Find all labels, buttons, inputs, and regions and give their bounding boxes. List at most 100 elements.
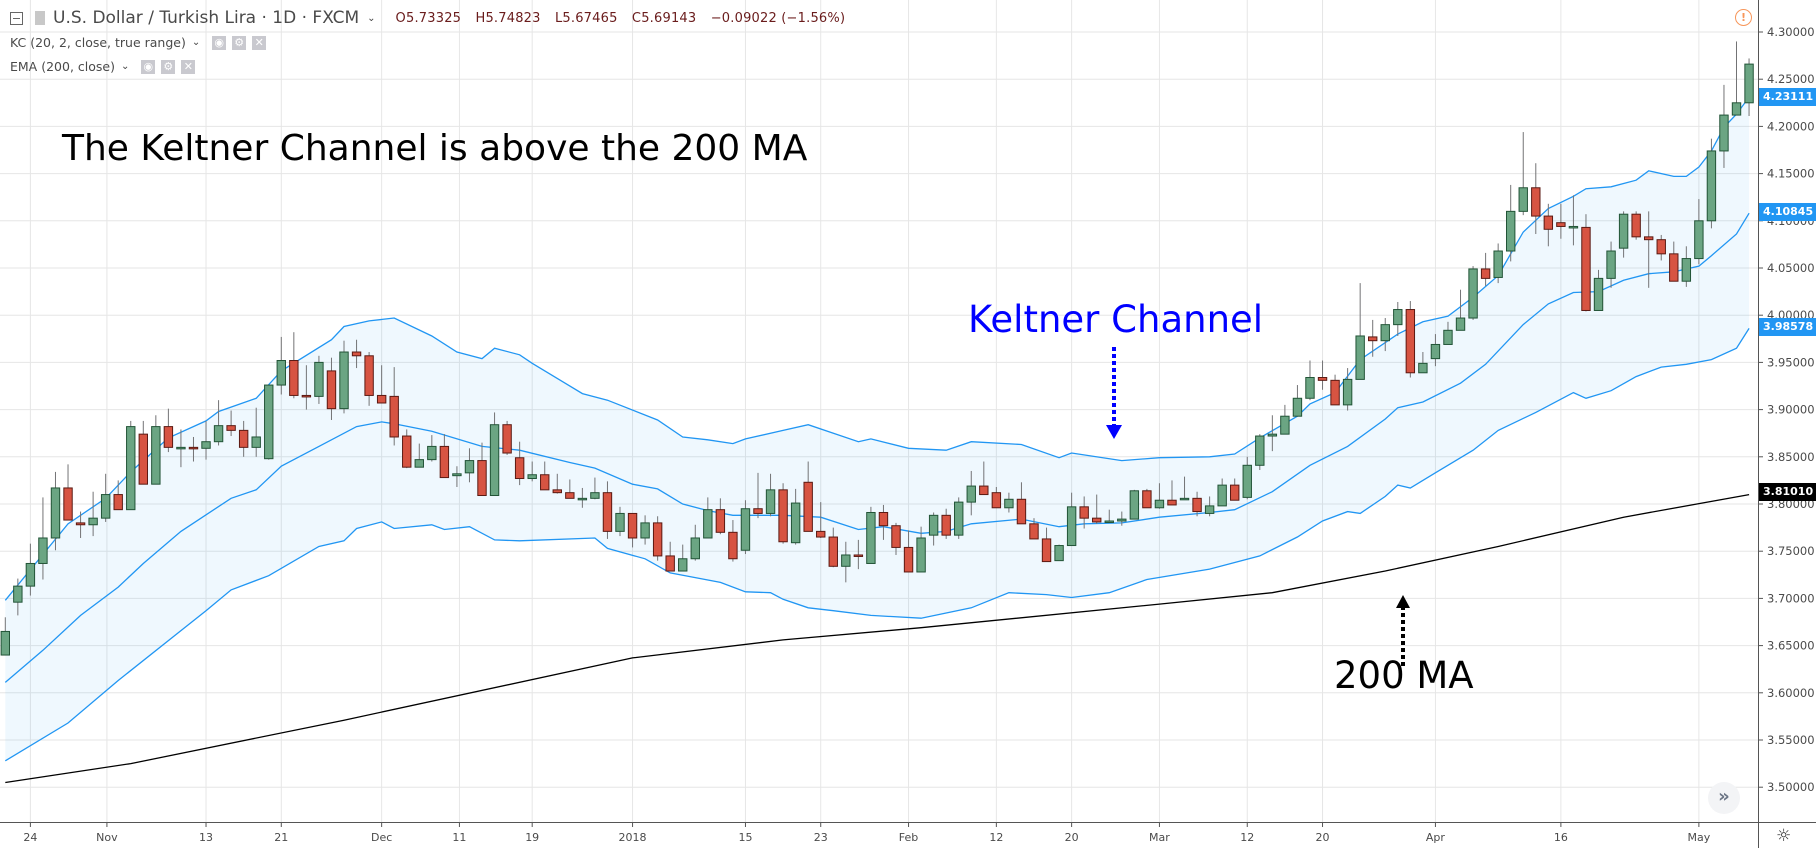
candle-body bbox=[577, 497, 588, 501]
chart-header: U.S. Dollar / Turkish Lira · 1D · FXCM ⌄… bbox=[10, 8, 855, 28]
candle-body bbox=[778, 489, 788, 543]
gear-icon[interactable]: ⚙ bbox=[161, 59, 176, 74]
candle-body bbox=[502, 424, 512, 454]
candle-body bbox=[439, 445, 450, 479]
candle-body bbox=[1556, 222, 1566, 227]
candle-up bbox=[1355, 283, 1365, 380]
candle-down bbox=[1556, 203, 1566, 239]
indicator-legend-ema[interactable]: EMA (200, close) ⌄ ◉ ⚙ ✕ bbox=[10, 59, 196, 74]
keltner-channel-annotation: Keltner Channel bbox=[968, 298, 1264, 341]
candle-up bbox=[703, 497, 713, 539]
candle-body bbox=[565, 492, 575, 499]
annotation-arrows bbox=[1106, 347, 1410, 666]
symbol-title[interactable]: U.S. Dollar / Turkish Lira · 1D · FXCM bbox=[53, 8, 360, 28]
candle-body bbox=[351, 351, 362, 357]
y-tick-label: 3.65000 bbox=[1767, 639, 1815, 653]
gear-icon[interactable]: ☼ bbox=[1776, 826, 1792, 846]
candle-body bbox=[452, 473, 462, 477]
candle-body bbox=[1217, 484, 1227, 507]
candle-up bbox=[489, 412, 500, 497]
candle-down bbox=[289, 332, 299, 399]
candle-body bbox=[891, 525, 901, 548]
candle-down bbox=[351, 339, 362, 369]
candle-up bbox=[1731, 41, 1742, 116]
candle-up bbox=[866, 506, 876, 564]
candle-body bbox=[1368, 336, 1378, 342]
alert-icon[interactable]: ! bbox=[1735, 9, 1752, 26]
gear-icon[interactable]: ⚙ bbox=[232, 35, 247, 50]
candle-down bbox=[138, 420, 148, 485]
candle-body bbox=[665, 555, 675, 572]
candle-up bbox=[527, 461, 537, 482]
candle-down bbox=[301, 365, 312, 410]
scroll-to-latest-icon[interactable]: » bbox=[1708, 782, 1740, 814]
candle-body bbox=[540, 474, 550, 491]
candle-body bbox=[1643, 236, 1654, 241]
y-tick-label: 3.75000 bbox=[1767, 544, 1815, 558]
eye-icon[interactable]: ◉ bbox=[212, 35, 227, 50]
candle-down bbox=[540, 461, 550, 491]
candle-body bbox=[464, 460, 475, 474]
candle-up bbox=[1066, 492, 1077, 547]
candle-body bbox=[0, 630, 10, 656]
candle-down bbox=[627, 512, 638, 548]
candle-body bbox=[1706, 150, 1717, 222]
eye-icon[interactable]: ◉ bbox=[141, 59, 156, 74]
x-tick-label: Mar bbox=[1149, 831, 1170, 844]
open-value: O5.73325 bbox=[395, 10, 462, 26]
chevron-down-icon[interactable]: ⌄ bbox=[191, 37, 201, 48]
candle-down bbox=[1230, 478, 1240, 501]
close-icon[interactable]: ✕ bbox=[252, 35, 267, 50]
close-icon[interactable]: ✕ bbox=[181, 59, 196, 74]
candle-body bbox=[1317, 377, 1328, 381]
candle-down bbox=[63, 464, 73, 521]
candle-body bbox=[1342, 378, 1353, 406]
candle-up bbox=[452, 466, 462, 488]
candle-down bbox=[991, 487, 1002, 509]
candle-body bbox=[163, 426, 174, 448]
x-tick-label: 13 bbox=[199, 831, 213, 844]
candle-body bbox=[1468, 268, 1478, 319]
candle-body bbox=[1117, 518, 1127, 522]
candle-body bbox=[151, 426, 161, 485]
candle-body bbox=[264, 384, 274, 460]
candle-body bbox=[928, 514, 939, 536]
candle-body bbox=[88, 517, 98, 526]
chevron-down-icon[interactable]: ⌄ bbox=[367, 12, 376, 24]
candle-down bbox=[1631, 211, 1641, 240]
candle-down bbox=[715, 498, 726, 535]
candle-up bbox=[966, 470, 976, 516]
x-tick-label: 11 bbox=[452, 831, 466, 844]
candle-body bbox=[991, 492, 1002, 509]
candle-body bbox=[1443, 329, 1453, 345]
candle-body bbox=[364, 355, 374, 396]
candle-up bbox=[954, 497, 964, 539]
candle-up bbox=[678, 544, 688, 572]
kc-upper-line bbox=[4, 96, 1750, 601]
candle-body bbox=[1568, 225, 1579, 229]
candle-down bbox=[828, 527, 838, 568]
candle-down bbox=[816, 502, 826, 538]
candle-up bbox=[790, 488, 801, 545]
candle-body bbox=[1079, 506, 1089, 519]
x-tick-label: 20 bbox=[1065, 831, 1079, 844]
candle-body bbox=[1092, 517, 1102, 523]
candle-up bbox=[1719, 84, 1729, 168]
ma-arrow-head bbox=[1396, 595, 1410, 608]
candle-body bbox=[1593, 277, 1604, 311]
candle-down bbox=[1581, 214, 1591, 312]
candle-up bbox=[88, 491, 98, 537]
candle-body bbox=[213, 425, 224, 443]
indicator-legend-kc[interactable]: KC (20, 2, close, true range) ⌄ ◉ ⚙ ✕ bbox=[10, 35, 267, 50]
chevron-down-icon[interactable]: ⌄ bbox=[120, 61, 130, 72]
candle-up bbox=[1104, 509, 1114, 523]
candle-body bbox=[1129, 490, 1140, 520]
candle-body bbox=[1531, 187, 1541, 217]
candle-up bbox=[1179, 476, 1190, 501]
candle-body bbox=[301, 394, 312, 398]
candle-down bbox=[326, 357, 337, 420]
candle-up bbox=[0, 617, 10, 656]
collapse-legend-button[interactable] bbox=[10, 11, 23, 25]
candle-body bbox=[1543, 215, 1554, 230]
